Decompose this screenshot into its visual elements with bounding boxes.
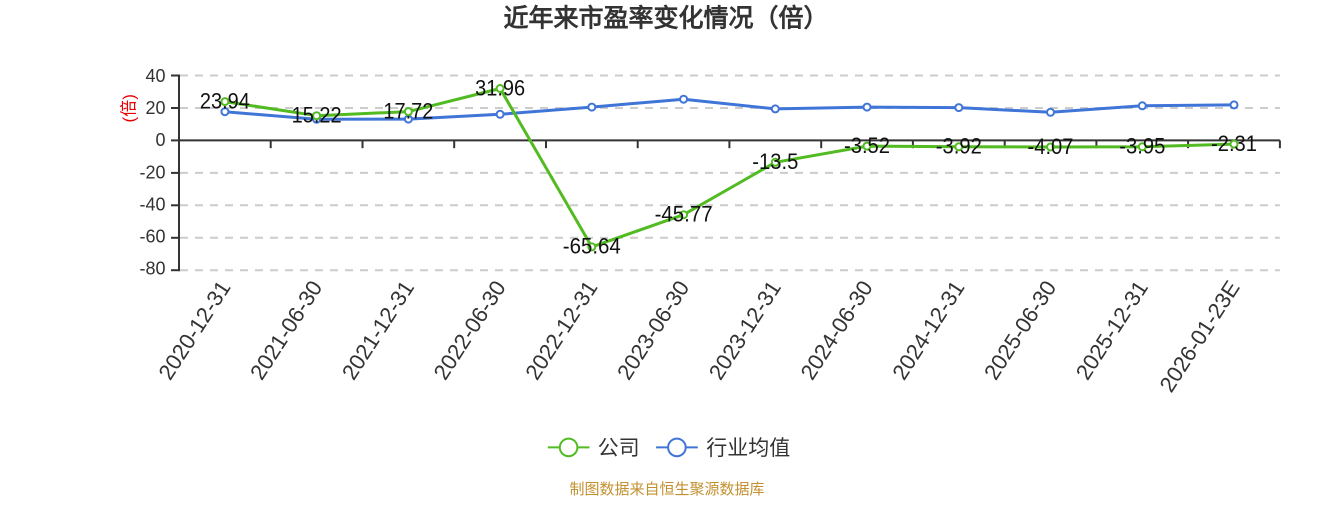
svg-text:40: 40 — [145, 66, 165, 86]
svg-text:-13.5: -13.5 — [752, 149, 798, 174]
svg-text:公司: 公司 — [598, 437, 640, 460]
svg-text:-80: -80 — [139, 259, 165, 279]
svg-text:17.72: 17.72 — [383, 98, 433, 123]
svg-text:20: 20 — [145, 98, 165, 118]
svg-text:-65.64: -65.64 — [563, 234, 621, 259]
svg-text:-4.07: -4.07 — [1028, 134, 1074, 159]
svg-text:-20: -20 — [139, 162, 165, 182]
svg-text:23.94: 23.94 — [200, 88, 250, 113]
svg-text:(倍): (倍) — [119, 94, 138, 122]
svg-text:15.22: 15.22 — [292, 103, 342, 128]
svg-text:31.96: 31.96 — [475, 75, 525, 100]
svg-text:-3.52: -3.52 — [844, 133, 890, 158]
svg-text:0: 0 — [155, 130, 165, 150]
svg-text:-2.31: -2.31 — [1211, 131, 1257, 156]
svg-text:-45.77: -45.77 — [655, 201, 713, 226]
svg-text:-3.95: -3.95 — [1119, 134, 1165, 159]
svg-text:近年来市盈率变化情况（倍）: 近年来市盈率变化情况（倍） — [503, 3, 828, 32]
svg-text:-3.92: -3.92 — [936, 134, 982, 159]
svg-text:行业均值: 行业均值 — [706, 437, 790, 460]
svg-text:制图数据来自恒生聚源数据库: 制图数据来自恒生聚源数据库 — [569, 481, 764, 498]
svg-text:-40: -40 — [139, 194, 165, 214]
svg-text:-60: -60 — [139, 227, 165, 247]
